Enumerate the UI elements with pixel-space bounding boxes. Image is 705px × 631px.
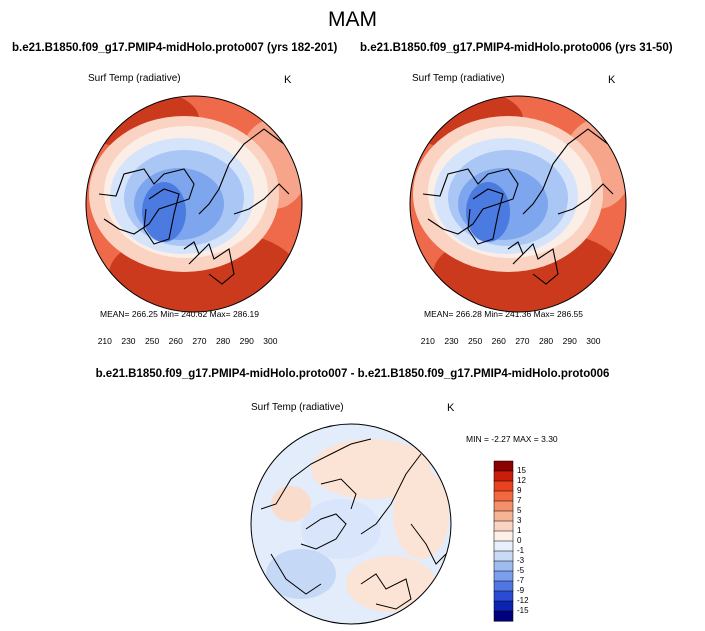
coastline-4 xyxy=(507,241,524,265)
coastline-2 xyxy=(522,128,609,215)
right-stats-text: MEAN= 266.28 Min= 241.36 Max= 286.55 xyxy=(424,309,584,319)
left-colorbar-tick-label: 270 xyxy=(192,336,207,346)
map-border xyxy=(409,95,627,313)
diff-coastline-3 xyxy=(360,453,422,535)
right-colorbar-tick-label: 210 xyxy=(420,336,435,346)
cold-core-greenland xyxy=(466,182,510,242)
right-polar-map xyxy=(409,95,627,313)
coastline-5 xyxy=(557,183,614,215)
difference-colorbar-box-3 xyxy=(493,490,514,502)
coastline-0 xyxy=(422,168,519,235)
difference-colorbar-tick-label: -5 xyxy=(517,566,525,575)
coastline-3 xyxy=(522,242,559,285)
difference-colorbar-box-10 xyxy=(493,560,514,572)
map-border xyxy=(85,95,303,313)
coastline-5 xyxy=(233,183,290,215)
right-colorbar-tick-label: 290 xyxy=(562,336,577,346)
difference-colorbar-box-4 xyxy=(493,500,514,512)
difference-variable-label: Surf Temp (radiative) xyxy=(251,402,344,413)
diff-coastline-2 xyxy=(320,478,357,510)
difference-colorbar-box-6 xyxy=(493,520,514,532)
right-variable-label: Surf Temp (radiative) xyxy=(412,73,505,84)
difference-colorbar-tick-label: 9 xyxy=(517,486,522,495)
difference-colorbar-tick-label: -12 xyxy=(517,596,529,605)
left-colorbar-tick-label: 280 xyxy=(215,336,231,346)
difference-colorbar-tick-label: -7 xyxy=(517,576,525,585)
left-stats-text: MEAN= 266.25 Min= 240.62 Max= 286.19 xyxy=(100,309,260,319)
difference-polar-map xyxy=(250,423,452,625)
difference-title: b.e21.B1850.f09_g17.PMIP4-midHolo.proto0… xyxy=(95,368,610,380)
cold-core-greenland xyxy=(142,182,186,242)
right-colorbar-tick-label: 270 xyxy=(515,336,530,346)
diff-warm-east xyxy=(393,469,449,559)
difference-colorbar-box-5 xyxy=(493,510,514,522)
diff-coastline-1 xyxy=(300,513,347,550)
left-colorbar-tick-label: 300 xyxy=(263,336,278,346)
left-colorbar-tick-label: 290 xyxy=(239,336,254,346)
difference-colorbar-box-7 xyxy=(493,530,514,542)
difference-colorbar-box-14 xyxy=(493,600,514,612)
difference-colorbar-tick-label: 15 xyxy=(517,466,526,475)
difference-minmax-text: MIN = -2.27 MAX = 3.30 xyxy=(466,434,558,444)
diff-cool-sw xyxy=(266,549,336,599)
left-units-label: K xyxy=(284,74,292,86)
diff-cool-center xyxy=(301,499,381,559)
coastline-3 xyxy=(198,242,235,285)
difference-colorbar-box-0 xyxy=(493,460,514,472)
difference-colorbar-tick-label: 7 xyxy=(517,496,522,505)
diff-map-border xyxy=(250,423,452,625)
difference-colorbar-tick-label: 0 xyxy=(517,536,522,545)
diff-coastline-0 xyxy=(260,438,372,510)
left-panel-title: b.e21.B1850.f09_g17.PMIP4-midHolo.proto0… xyxy=(12,42,338,54)
difference-colorbar-box-9 xyxy=(493,550,514,562)
right-units-label: K xyxy=(608,74,616,86)
diff-warm-south xyxy=(346,556,436,612)
diff-coastline-4 xyxy=(360,573,412,610)
left-variable-label: Surf Temp (radiative) xyxy=(88,73,181,84)
figure-title: MAM xyxy=(328,8,377,31)
right-colorbar-tick-label: 250 xyxy=(468,336,483,346)
diff-warm-west xyxy=(271,486,311,522)
difference-colorbar xyxy=(493,460,514,622)
difference-colorbar-tick-label: -9 xyxy=(517,586,525,595)
left-colorbar-tick-label: 260 xyxy=(168,336,183,346)
left-colorbar-tick-label: 230 xyxy=(121,336,136,346)
difference-colorbar-box-1 xyxy=(493,470,514,482)
difference-colorbar-box-15 xyxy=(493,610,514,622)
right-colorbar-tick-label: 280 xyxy=(538,336,554,346)
coastline-1 xyxy=(467,188,504,245)
right-panel-title: b.e21.B1850.f09_g17.PMIP4-midHolo.proto0… xyxy=(360,42,673,54)
coastline-4 xyxy=(183,241,200,265)
difference-colorbar-tick-label: -1 xyxy=(517,546,525,555)
coastline-0 xyxy=(98,168,195,235)
right-colorbar-tick-label: 260 xyxy=(491,336,506,346)
difference-colorbar-tick-label: 1 xyxy=(517,526,522,535)
difference-colorbar-box-11 xyxy=(493,570,514,582)
coastline-1 xyxy=(143,188,180,245)
difference-colorbar-tick-label: -15 xyxy=(517,606,529,615)
difference-colorbar-box-2 xyxy=(493,480,514,492)
difference-colorbar-tick-label: 5 xyxy=(517,506,522,515)
diff-coastline-6 xyxy=(270,553,322,595)
left-colorbar-tick-label: 250 xyxy=(145,336,160,346)
left-polar-map xyxy=(85,95,303,313)
difference-units-label: K xyxy=(447,402,455,414)
diff-coastline-5 xyxy=(410,523,447,565)
right-colorbar-tick-label: 300 xyxy=(586,336,601,346)
difference-colorbar-box-8 xyxy=(493,540,514,552)
difference-colorbar-tick-label: -3 xyxy=(517,556,525,565)
difference-colorbar-tick-label: 3 xyxy=(517,516,522,525)
right-colorbar-tick-label: 230 xyxy=(444,336,459,346)
difference-colorbar-tick-label: 12 xyxy=(517,476,526,485)
left-colorbar-tick-label: 210 xyxy=(97,336,112,346)
coastline-2 xyxy=(198,128,285,215)
difference-colorbar-box-13 xyxy=(493,590,514,602)
difference-colorbar-box-12 xyxy=(493,580,514,592)
